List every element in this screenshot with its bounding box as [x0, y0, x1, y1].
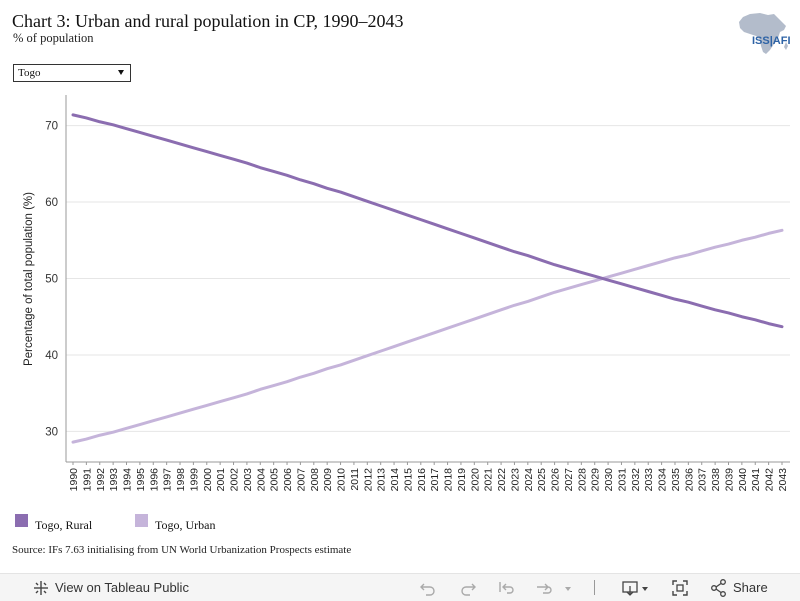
- x-tick-label: 2040: [737, 468, 749, 492]
- dropdown-selected-value: Togo: [18, 67, 41, 79]
- gridlines: [66, 125, 790, 432]
- x-tick-label: 2028: [576, 468, 588, 492]
- africa-map-icon: ISS|AFI: [739, 13, 791, 54]
- x-tick-label: 1995: [135, 468, 147, 492]
- share-icon[interactable]: [709, 578, 729, 598]
- x-tick-label: 2012: [362, 468, 374, 492]
- x-tick-label: 2017: [429, 468, 441, 492]
- x-tick-label: 1999: [188, 468, 200, 492]
- x-tick-label: 2027: [563, 468, 575, 492]
- x-tick-label: 2029: [590, 468, 602, 492]
- undo-icon[interactable]: [418, 578, 438, 598]
- x-tick-label: 2008: [309, 468, 321, 492]
- redo-icon[interactable]: [458, 578, 478, 598]
- x-tick-label: 1994: [122, 468, 134, 492]
- x-tick-label: 2004: [255, 468, 267, 492]
- x-tick-label: 2011: [349, 468, 361, 491]
- x-tick-label: 1998: [175, 468, 187, 492]
- source-note: Source: IFs 7.63 initialising from UN Wo…: [12, 544, 352, 556]
- legend-label-rural: Togo, Rural: [35, 518, 93, 532]
- y-tick-label: 30: [45, 426, 58, 438]
- x-tick-label: 2043: [777, 468, 789, 492]
- legend-swatch-urban: [135, 514, 148, 527]
- y-tick-label: 40: [45, 350, 58, 362]
- x-tick-label: 2035: [670, 468, 682, 492]
- x-tick-label: 2019: [456, 468, 468, 492]
- x-tick-label: 2039: [723, 468, 735, 492]
- x-tick-label: 2034: [657, 468, 669, 492]
- x-tick-label: 2025: [536, 468, 548, 492]
- x-tick-label: 2006: [282, 468, 294, 492]
- fullscreen-icon[interactable]: [670, 578, 690, 598]
- x-tick-label: 1990: [68, 468, 80, 492]
- x-tick-label: 1993: [108, 468, 120, 492]
- logo-text: ISS|AFI: [752, 35, 791, 47]
- x-tick-label: 2018: [443, 468, 455, 492]
- x-tick-label: 2015: [402, 468, 414, 492]
- x-tick-label: 2026: [550, 468, 562, 492]
- x-tick-label: 2000: [202, 468, 214, 492]
- x-tick-label: 2036: [683, 468, 695, 492]
- share-label[interactable]: Share: [733, 580, 768, 595]
- x-tick-label: 2037: [697, 468, 709, 492]
- x-tick-label: 2023: [509, 468, 521, 492]
- x-tick-label: 2042: [764, 468, 776, 492]
- chevron-down-icon[interactable]: [562, 578, 574, 598]
- y-axis-label: Percentage of total population (%): [23, 192, 35, 366]
- x-tick-label: 2024: [523, 468, 535, 492]
- x-tick-label: 2010: [336, 468, 348, 492]
- x-tick-label: 1991: [81, 468, 93, 492]
- series-line-rural[interactable]: [71, 113, 784, 329]
- y-tick-label: 70: [45, 121, 58, 133]
- x-tick-label: 2009: [322, 468, 334, 492]
- x-tick-label: 2033: [643, 468, 655, 492]
- x-tick-label: 2032: [630, 468, 642, 492]
- x-tick-label: 2007: [295, 468, 307, 492]
- tableau-toolbar: View on Tableau Public Share: [0, 573, 800, 601]
- iss-afi-logo: ISS|AFI: [736, 12, 792, 56]
- download-icon[interactable]: [621, 578, 651, 598]
- series-lines: [71, 113, 784, 444]
- legend-label-urban: Togo, Urban: [155, 518, 216, 532]
- toolbar-separator: [594, 580, 595, 595]
- x-tick-label: 2022: [496, 468, 508, 492]
- pause-updates-icon[interactable]: [535, 578, 555, 598]
- legend-swatch-rural: [15, 514, 28, 527]
- country-filter-dropdown[interactable]: Togo: [13, 64, 131, 82]
- x-tick-label: 2031: [616, 468, 628, 492]
- x-tick-label: 1996: [148, 468, 160, 492]
- x-tick-label: 1992: [95, 468, 107, 492]
- x-tick-label: 1997: [162, 468, 174, 492]
- revert-icon[interactable]: [497, 578, 517, 598]
- y-tick-label: 60: [45, 197, 58, 209]
- x-tick-label: 2003: [242, 468, 254, 492]
- x-tick-label: 2001: [215, 468, 227, 492]
- chart-title: Chart 3: Urban and rural population in C…: [12, 11, 404, 31]
- x-tick-label: 2038: [710, 468, 722, 492]
- x-tick-label: 2021: [483, 468, 495, 492]
- x-tick-label: 2030: [603, 468, 615, 492]
- x-tick-label: 2005: [269, 468, 281, 492]
- tableau-logo-icon: [34, 581, 48, 595]
- chevron-down-icon: [118, 70, 124, 75]
- view-on-tableau-label: View on Tableau Public: [55, 580, 189, 595]
- chart-subtitle: % of population: [13, 31, 94, 45]
- x-tick-label: 2020: [469, 468, 481, 492]
- series-line-urban[interactable]: [71, 228, 784, 444]
- x-tick-label: 2041: [750, 468, 762, 492]
- x-tick-label: 2013: [376, 468, 388, 492]
- x-tick-label: 2002: [229, 468, 241, 492]
- x-tick-label: 2016: [416, 468, 428, 492]
- y-tick-label: 50: [45, 274, 58, 286]
- x-tick-label: 2014: [389, 468, 401, 492]
